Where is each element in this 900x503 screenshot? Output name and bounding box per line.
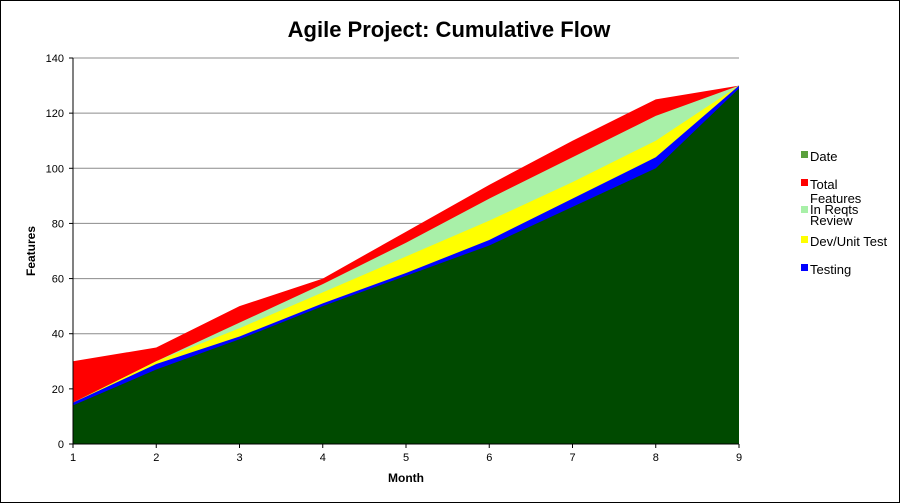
legend-swatch: [801, 179, 808, 186]
x-tick-label: 3: [236, 452, 242, 464]
legend-swatch: [801, 236, 808, 243]
y-tick-label: 80: [52, 218, 64, 230]
area-date: [73, 88, 739, 444]
legend-label: Total: [810, 177, 838, 192]
x-tick-label: 7: [569, 452, 575, 464]
y-tick-label: 60: [52, 274, 64, 286]
legend-label: Testing: [810, 262, 851, 277]
y-axis-title: Features: [24, 226, 38, 276]
x-tick-label: 2: [153, 452, 159, 464]
y-tick-label: 0: [58, 439, 64, 451]
x-tick-label: 6: [486, 452, 492, 464]
x-tick-label: 8: [653, 452, 659, 464]
legend-label: Features In Reqts Review: [810, 191, 862, 228]
y-tick-label: 120: [46, 108, 64, 120]
chart-title: Agile Project: Cumulative Flow: [288, 17, 612, 42]
legend-label: Date: [810, 149, 837, 164]
legend-swatch: [801, 151, 808, 158]
legend-swatch: [801, 264, 808, 271]
x-tick-label: 4: [320, 452, 326, 464]
x-tick-label: 5: [403, 452, 409, 464]
legend-label: Dev/Unit Test: [810, 234, 887, 249]
x-tick-label: 1: [70, 452, 76, 464]
x-axis-title: Month: [388, 471, 424, 485]
axes: 0 20 40 60 80 100 120 140 1 2 3 4 5 6 7 8 9: [46, 53, 742, 464]
y-tick-label: 100: [46, 163, 64, 175]
y-tick-label: 140: [46, 53, 64, 65]
x-tick-label: 9: [736, 452, 742, 464]
y-tick-label: 20: [52, 384, 64, 396]
y-tick-label: 40: [52, 329, 64, 341]
legend-swatch: [801, 206, 808, 213]
plot-areas: [73, 85, 739, 445]
